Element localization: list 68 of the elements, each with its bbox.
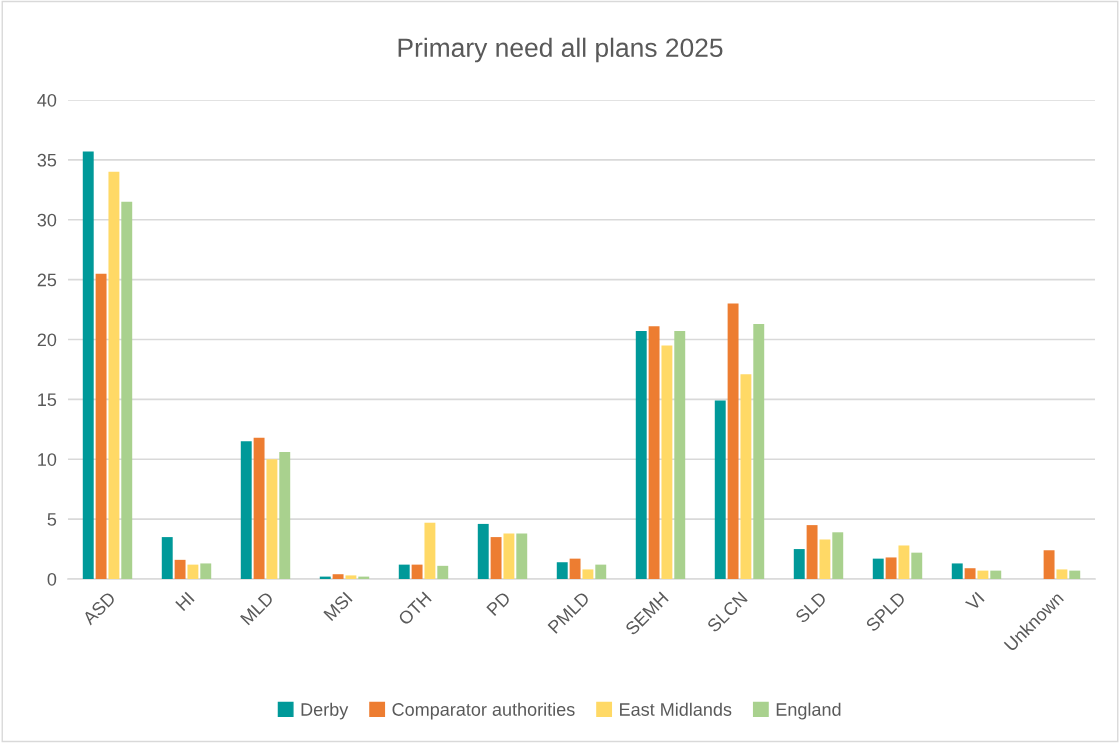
bar (411, 564, 423, 579)
bar (661, 345, 673, 579)
bar (819, 539, 831, 579)
x-tick-label: SLD (794, 591, 828, 624)
bar (253, 437, 265, 579)
x-tick-label: VI (964, 591, 985, 612)
bar (240, 441, 252, 579)
bar (806, 525, 818, 579)
bar (161, 537, 173, 579)
bar (187, 564, 199, 579)
bar (121, 201, 133, 579)
y-tick-label: 40 (37, 93, 57, 107)
bar (1043, 550, 1055, 579)
bar (635, 331, 647, 579)
bar (1056, 569, 1068, 579)
bar (964, 568, 976, 579)
bar (727, 303, 739, 579)
y-tick-label: 0 (47, 572, 57, 586)
legend-label: East Midlands (620, 702, 732, 716)
bar (332, 574, 344, 579)
bar (477, 523, 489, 579)
bar (174, 559, 186, 579)
bar (398, 564, 410, 579)
y-tick-label: 20 (37, 333, 57, 347)
bar (951, 563, 963, 579)
y-tick-label: 25 (37, 273, 57, 287)
bar (503, 533, 515, 579)
bar (674, 331, 686, 579)
bar (95, 273, 107, 579)
bar (990, 570, 1002, 579)
bar (82, 151, 94, 579)
bar (872, 558, 884, 579)
bar (345, 575, 357, 579)
legend-label: Derby (301, 702, 349, 720)
bar (1069, 570, 1081, 579)
bar (516, 533, 528, 579)
bar (753, 323, 765, 579)
bar (279, 452, 291, 579)
bar (714, 400, 726, 579)
x-tick-label: MSI (323, 591, 353, 622)
bar (740, 374, 752, 579)
bar (595, 564, 607, 579)
bar (437, 565, 449, 579)
bar (977, 570, 989, 579)
bar (424, 522, 436, 579)
bar (885, 557, 897, 579)
y-tick-label: 35 (37, 153, 57, 167)
bar (793, 549, 805, 579)
chart-title: Primary need all plans 2025 (398, 37, 723, 63)
x-tick-label: PD (486, 591, 512, 617)
bar (108, 171, 120, 579)
legend-label: Comparator authorities (392, 702, 575, 720)
y-tick-label: 15 (38, 393, 57, 407)
bar (648, 326, 660, 579)
bar (898, 545, 910, 579)
bar (911, 552, 923, 579)
x-tick-label: HI (175, 591, 195, 612)
y-tick-label: 30 (37, 213, 57, 227)
bar (569, 558, 581, 579)
legend-label: England (776, 702, 841, 720)
y-tick-label: 10 (38, 453, 57, 466)
bar (200, 563, 212, 579)
bar (556, 562, 568, 579)
bar (490, 537, 502, 579)
y-tick-label: 5 (47, 513, 57, 526)
bar (582, 569, 594, 579)
bar (266, 459, 278, 579)
bar (832, 532, 844, 579)
